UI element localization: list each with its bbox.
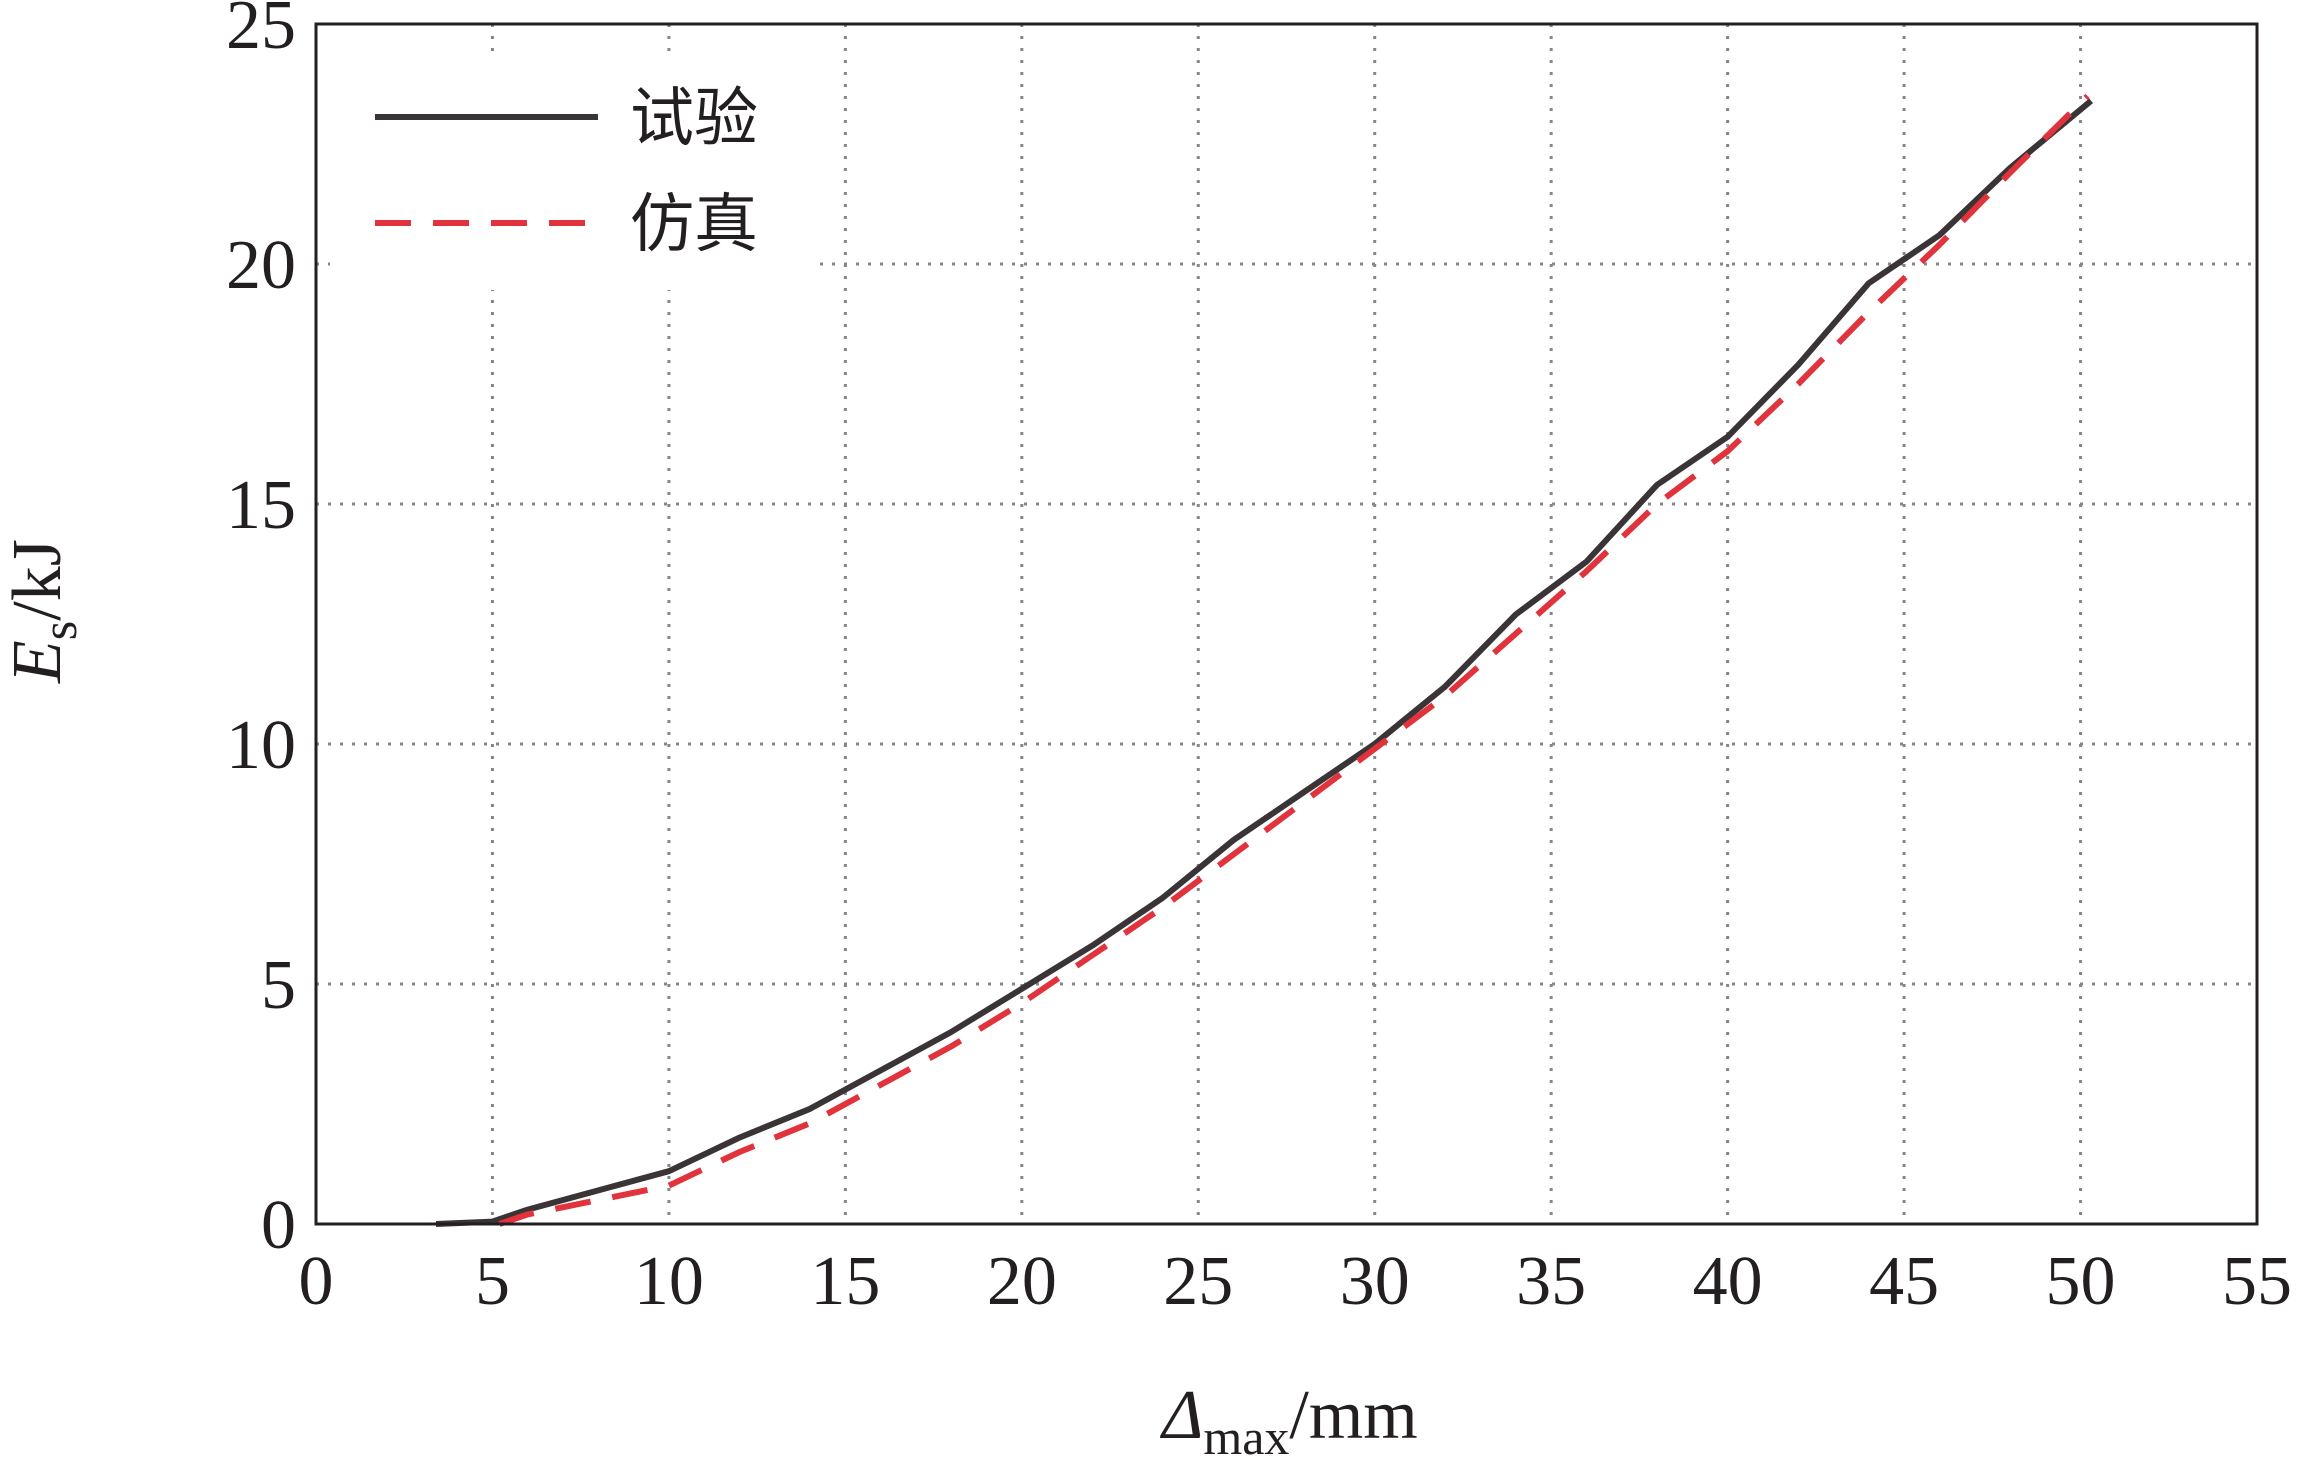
legend-background xyxy=(330,60,820,290)
tick-labels: 0 5 10 15 20 25 30 35 40 45 50 55 0 5 10 15 20 25 xyxy=(226,0,2292,1320)
series-line-1 xyxy=(498,93,2090,1227)
x-tick-label: 40 xyxy=(1693,1243,1763,1320)
x-tick-label: 35 xyxy=(1516,1243,1586,1320)
x-axis-label-unit: /mm xyxy=(1289,1377,1417,1454)
x-tick-label: 55 xyxy=(2222,1243,2292,1320)
y-tick-label: 5 xyxy=(261,947,296,1024)
x-tick-label: 15 xyxy=(810,1243,880,1320)
legend-label-series-0: 试验 xyxy=(630,82,758,156)
y-axis-label-symbol: E xyxy=(0,640,76,684)
x-tick-label: 5 xyxy=(475,1243,510,1320)
x-axis-label: Δmax/mm xyxy=(1159,1377,1418,1464)
plot-frame xyxy=(314,22,2259,1226)
x-tick-label: 20 xyxy=(987,1243,1057,1320)
x-axis-label-subscript: max xyxy=(1203,1409,1289,1464)
y-axis-label: Es/kJ xyxy=(0,539,87,684)
series-line-0 xyxy=(435,98,2094,1227)
x-tick-label: 30 xyxy=(1340,1243,1410,1320)
y-axis-label-unit: /kJ xyxy=(0,539,76,621)
x-tick-label: 45 xyxy=(1869,1243,1939,1320)
x-tick-label: 10 xyxy=(634,1243,704,1320)
x-tick-label: 25 xyxy=(1163,1243,1233,1320)
y-axis-label-subscript: s xyxy=(31,621,87,640)
x-tick-label: 50 xyxy=(2046,1243,2116,1320)
legend: 试验 仿真 xyxy=(330,60,820,290)
y-tick-label: 0 xyxy=(261,1187,296,1264)
x-axis-label-symbol: Δ xyxy=(1159,1377,1203,1454)
y-tick-label: 20 xyxy=(226,227,296,304)
grid xyxy=(316,24,2257,1224)
y-tick-label: 10 xyxy=(226,707,296,784)
series-layer xyxy=(435,93,2094,1227)
y-tick-label: 25 xyxy=(226,0,296,64)
x-tick-label: 0 xyxy=(299,1243,334,1320)
y-tick-label: 15 xyxy=(226,467,296,544)
legend-label-series-1: 仿真 xyxy=(630,188,758,262)
